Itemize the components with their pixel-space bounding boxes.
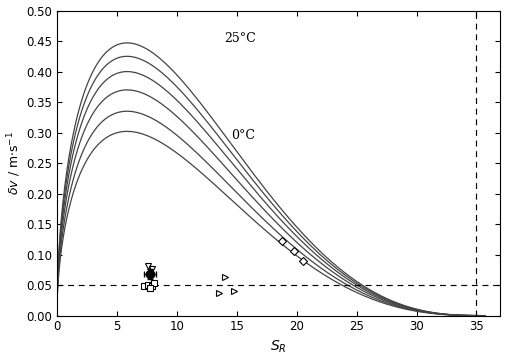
- Text: 0°C: 0°C: [230, 129, 254, 142]
- Y-axis label: $\delta v$ / m$\cdot$s$^{-1}$: $\delta v$ / m$\cdot$s$^{-1}$: [6, 131, 23, 195]
- Text: 25°C: 25°C: [224, 31, 256, 44]
- X-axis label: $S_R$: $S_R$: [270, 339, 286, 356]
